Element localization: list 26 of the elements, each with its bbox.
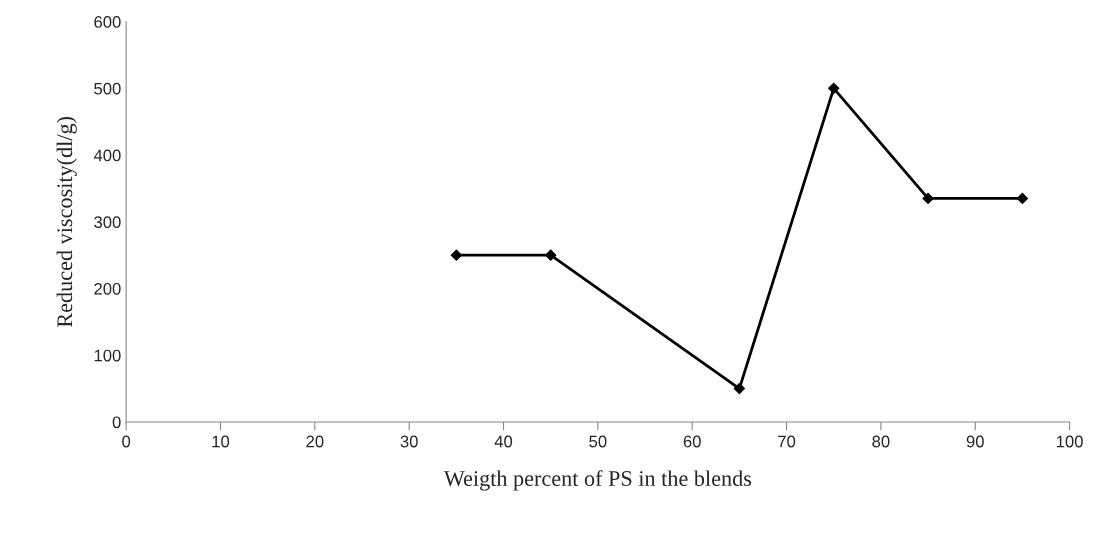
x-tick-label: 80 [872,435,890,448]
x-tick-label: 10 [212,435,230,448]
point [450,249,462,261]
x-tick-label: 50 [589,435,607,448]
x-tick-label: 20 [306,435,324,448]
x-tick-label: 40 [494,435,513,448]
y-tick-label: 100 [94,349,121,362]
y-tick-label: 200 [94,282,121,295]
x-tick-label: 100 [1056,435,1083,448]
point [733,383,745,395]
y-tick-label: 400 [93,149,121,162]
y-tick-label: 500 [94,82,121,95]
y-tick-label: 300 [94,216,121,229]
x-tick-label: 90 [966,435,984,448]
x-tick-label: 30 [400,435,418,448]
point [922,192,934,205]
y-tick-label: 600 [94,16,121,28]
y-tick-label: 0 [112,416,121,429]
x-axis-title: Weigth percent of PS in the blends [443,470,752,491]
x-tick-label: 70 [778,435,796,448]
point [545,249,557,261]
x-tick-label: 0 [122,435,131,448]
point [828,82,840,94]
y-axis-title: Reduced viscosity(dl/g) [56,116,77,328]
x-tick-label: 60 [683,435,701,448]
point [1016,192,1029,205]
